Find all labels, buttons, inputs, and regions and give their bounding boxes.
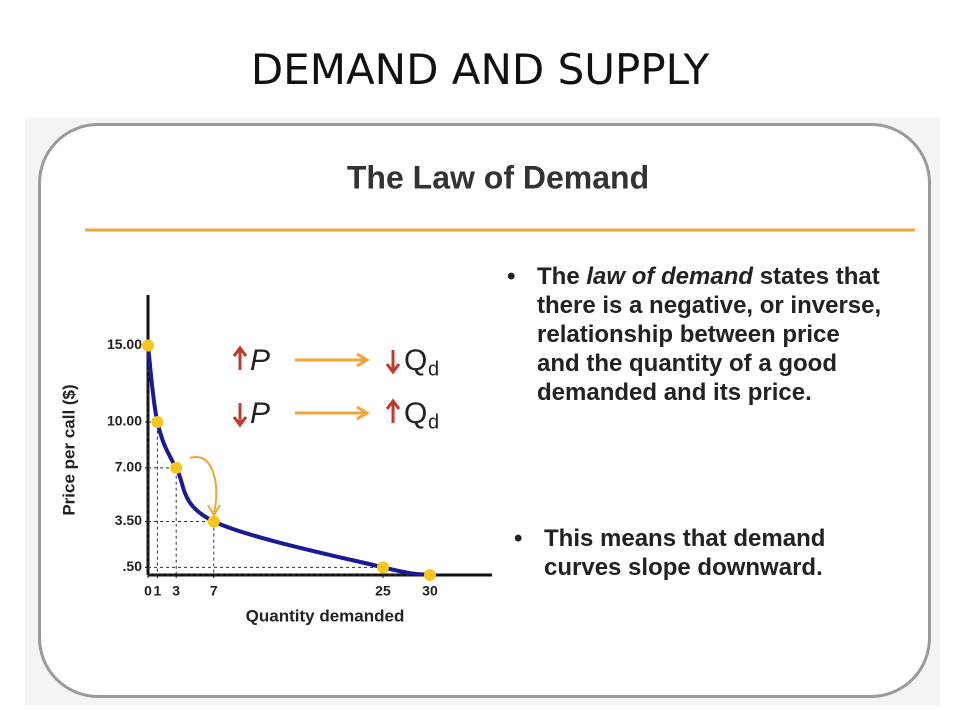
rule-p: P xyxy=(250,344,270,377)
x-tick-label: 30 xyxy=(422,583,438,599)
y-tick-label: 15.00 xyxy=(107,336,142,352)
x-tick-label: 1 xyxy=(154,583,162,599)
x-tick-label: 3 xyxy=(172,583,180,599)
bullet: • The law of demand states that there is… xyxy=(507,262,882,407)
panel-heading: The Law of Demand xyxy=(347,159,649,195)
x-tick-label: 25 xyxy=(375,583,391,599)
rule-q: Q xyxy=(404,344,427,377)
bullet-text: states that there is a negative, or inve… xyxy=(537,263,882,406)
x-axis-label: Quantity demanded xyxy=(246,606,405,625)
bullet-dot: • xyxy=(507,263,516,290)
x-tick-label: 0 xyxy=(144,583,152,599)
y-axis-label: Price per call ($) xyxy=(59,384,78,515)
x-tick-label: 7 xyxy=(210,583,218,599)
rule-q: Q xyxy=(404,397,427,430)
y-tick-label: 10.00 xyxy=(107,413,142,429)
demand-curve xyxy=(146,345,431,577)
point xyxy=(151,415,164,428)
bullet-text: This means that demand curves slope down… xyxy=(544,525,826,581)
y-tick-label: .50 xyxy=(123,558,143,574)
rule-p: P xyxy=(250,397,270,430)
y-tick-label: 7.00 xyxy=(115,459,142,475)
point xyxy=(207,515,220,528)
point xyxy=(142,339,154,352)
bullet: • This means that demand curves slope do… xyxy=(514,524,889,582)
rule-sub: d xyxy=(428,358,439,380)
point xyxy=(376,561,389,574)
rule-arrows xyxy=(189,345,401,517)
rule-sub: d xyxy=(428,411,439,433)
point xyxy=(170,461,183,474)
image-panel xyxy=(38,123,931,698)
slide-title: DEMAND AND SUPPLY xyxy=(250,45,710,94)
bullet-emphasis: law of demand xyxy=(586,263,754,290)
point xyxy=(423,569,436,581)
bullet-text: The xyxy=(537,263,587,290)
bullet-dot: • xyxy=(514,525,523,552)
y-tick-label: 3.50 xyxy=(115,512,142,528)
